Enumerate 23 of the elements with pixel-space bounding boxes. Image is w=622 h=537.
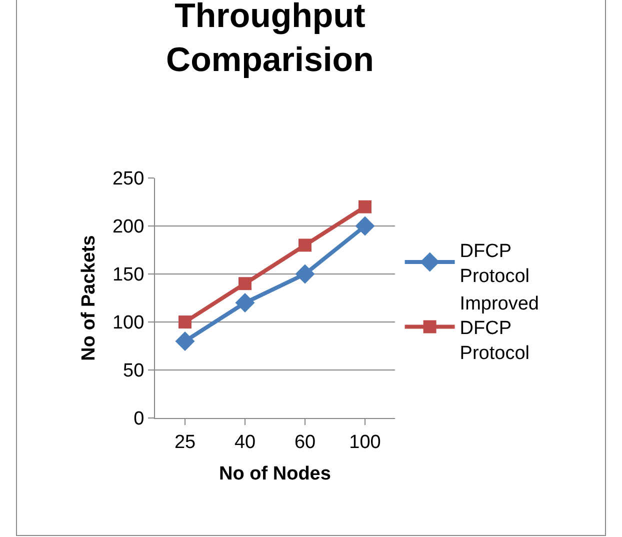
point [295,264,315,284]
point [358,200,372,214]
y-tick-label: 50 [123,360,144,382]
point [235,293,255,313]
x-tick-label: 60 [294,432,316,453]
point [175,331,195,351]
point [355,216,375,236]
y-tick-label: 0 [134,408,144,430]
point [238,277,252,290]
legend-label: DFCP Protocol [460,241,530,287]
point [178,316,192,328]
y-axis-title: No of Packets [78,235,100,361]
y-tick-label: 200 [112,216,144,238]
x-tick-label: 25 [174,432,196,453]
chart-title: Throughput Comparision [166,0,374,80]
x-tick-label: 40 [234,432,256,453]
y-tick-label: 250 [112,168,144,190]
x-tick-label: 100 [349,432,381,453]
y-tick-label: 150 [112,264,144,286]
point [298,238,312,252]
y-tick-label: 100 [112,312,144,334]
x-axis-title: No of Nodes [219,464,331,485]
legend-label: Improved DFCP Protocol [460,293,540,364]
